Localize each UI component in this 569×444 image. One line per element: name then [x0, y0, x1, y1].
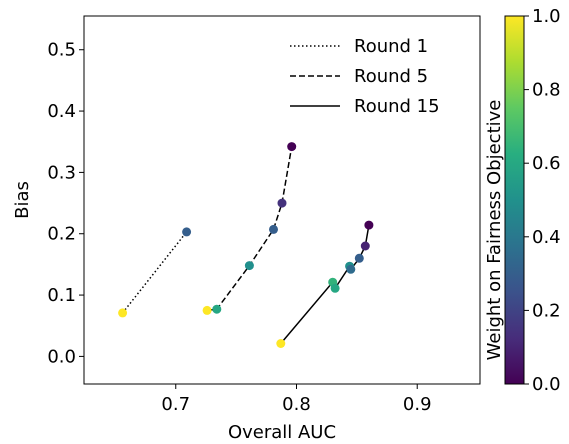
x-tick-label: 0.9 [403, 394, 432, 415]
colorbar [504, 15, 525, 385]
data-point-2-2 [212, 304, 222, 314]
x-axis: 0.7 0.8 0.9 [161, 384, 432, 415]
data-point-1-2 [182, 227, 192, 237]
data-point-2-3 [244, 261, 254, 271]
data-point-1-1 [118, 308, 128, 318]
colorbar-tick-label: 0.4 [532, 227, 561, 248]
data-point-3-5 [346, 264, 356, 274]
series-line-3 [280, 224, 370, 344]
legend-label-3: Round 15 [354, 96, 440, 117]
data-point-3-3 [330, 283, 340, 293]
series-lines [122, 146, 370, 344]
colorbar-tick-label: 1.0 [532, 6, 561, 27]
colorbar-tick-label: 0.8 [532, 80, 561, 101]
data-point-3-8 [364, 220, 374, 230]
plot-frame [83, 15, 481, 385]
data-point-2-4 [269, 224, 278, 234]
data-points [118, 142, 374, 348]
x-axis-label: Overall AUC [228, 422, 336, 443]
series-line-1 [122, 231, 188, 314]
y-tick-label: 0.0 [47, 346, 76, 367]
y-tick-label: 0.1 [47, 285, 76, 306]
data-point-3-1 [276, 339, 286, 348]
y-axis-label: Bias [12, 181, 33, 219]
y-tick-label: 0.4 [47, 101, 76, 122]
colorbar-ticks: 0.0 0.2 0.4 0.6 0.8 1.0 [524, 6, 561, 395]
y-tick-label: 0.2 [47, 224, 76, 245]
colorbar-label: Weight on Fairness Objective [484, 100, 505, 361]
data-point-2-1 [202, 305, 212, 315]
colorbar-tick-label: 0.6 [532, 153, 561, 174]
y-tick-label: 0.5 [47, 40, 76, 61]
data-point-2-5 [277, 198, 287, 208]
data-point-2-6 [287, 142, 297, 152]
legend-label-2: Round 5 [354, 66, 428, 87]
x-tick-label: 0.8 [282, 394, 311, 415]
legend-label-1: Round 1 [354, 36, 428, 57]
colorbar-tick-label: 0.2 [532, 300, 561, 321]
data-point-3-6 [354, 253, 364, 263]
x-tick-label: 0.7 [161, 394, 190, 415]
y-tick-label: 0.3 [47, 162, 76, 183]
colorbar-tick-label: 0.0 [532, 374, 561, 395]
data-point-3-7 [360, 241, 370, 251]
legend: Round 1 Round 5 Round 15 [290, 36, 440, 117]
y-axis: 0.0 0.1 0.2 0.3 0.4 0.5 [47, 40, 84, 367]
series-line-2 [207, 146, 293, 312]
